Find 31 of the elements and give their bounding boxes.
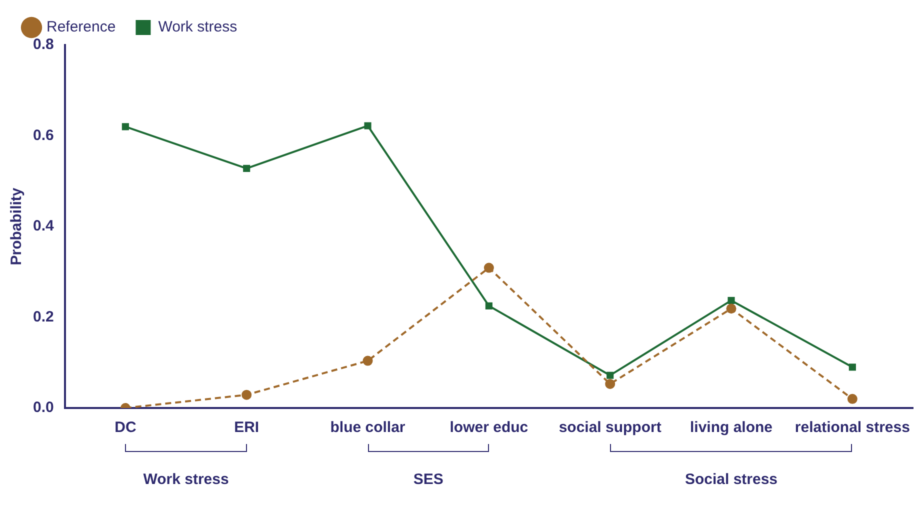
y-axis-title: Probability — [8, 187, 26, 266]
y-tick-label: 0.8 — [32, 36, 54, 54]
legend-label: Work stress — [158, 18, 238, 36]
legend-label: Reference — [46, 18, 116, 36]
point — [243, 164, 250, 172]
x-tick-label: ERI — [234, 419, 260, 436]
point — [362, 356, 373, 366]
point — [605, 378, 616, 389]
x-tick-label: living alone — [690, 419, 773, 436]
text: SES — [413, 471, 444, 488]
point — [484, 262, 494, 273]
point — [122, 123, 129, 130]
point — [485, 302, 492, 310]
point — [606, 372, 614, 379]
x-tick-label: lower educ — [450, 419, 528, 436]
point — [242, 390, 252, 400]
y-tick-label: 0.4 — [32, 218, 54, 235]
text: Social stress — [684, 471, 778, 488]
point — [726, 304, 736, 314]
point — [728, 296, 735, 304]
point — [847, 394, 858, 404]
y-tick-label: 0.2 — [32, 308, 54, 326]
text: Work stress — [143, 471, 229, 488]
x-tick-label: relational stress — [794, 419, 910, 436]
x-tick-label: social support — [558, 419, 662, 436]
x-tick-label: blue collar — [330, 419, 406, 436]
point — [364, 122, 372, 130]
y-tick-label: 0.6 — [32, 126, 54, 144]
x-tick-label: DC — [114, 419, 136, 436]
y-tick-label: 0.0 — [32, 399, 54, 416]
point — [848, 364, 856, 371]
